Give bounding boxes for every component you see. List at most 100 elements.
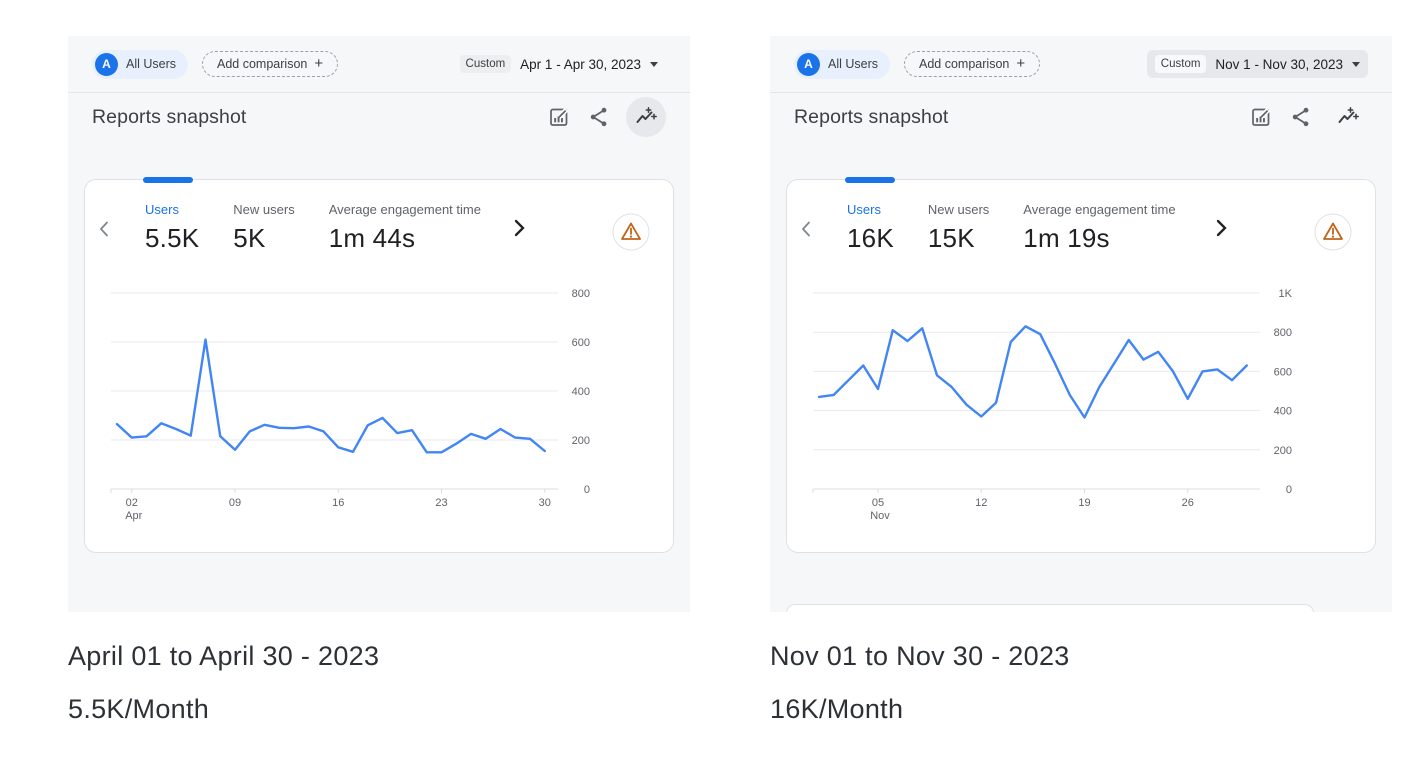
metric-value: 1m 44s — [328, 223, 416, 253]
svg-text:600: 600 — [572, 337, 590, 349]
add-comparison-label: Add comparison — [919, 57, 1010, 71]
date-mode-badge: Custom — [459, 55, 512, 73]
caption-monthly-total: 16K/Month — [770, 694, 904, 724]
chevron-right-icon — [514, 219, 525, 237]
svg-text:800: 800 — [1274, 327, 1292, 339]
data-quality-warning-badge[interactable] — [1314, 213, 1352, 256]
metrics-chart-card: Users 16K New users 15K Average engageme… — [786, 177, 1376, 553]
audience-label: All Users — [126, 57, 177, 71]
chevron-right-icon — [1216, 219, 1227, 237]
metrics-row: Users 5.5K New users 5K Average engageme… — [85, 180, 673, 254]
svg-text:600: 600 — [1274, 366, 1292, 378]
date-range-selector[interactable]: Custom Apr 1 - Apr 30, 2023 — [452, 50, 666, 78]
svg-text:23: 23 — [435, 497, 447, 509]
metric-tab-new-users[interactable]: New users 5K — [233, 202, 294, 254]
metrics-scroll-right-button[interactable] — [1214, 218, 1228, 243]
metric-value: 1m 19s — [1023, 223, 1110, 253]
svg-text:26: 26 — [1182, 497, 1194, 509]
metrics-row: Users 16K New users 15K Average engageme… — [787, 180, 1375, 254]
svg-text:400: 400 — [572, 386, 590, 398]
metric-tab-new-users[interactable]: New users 15K — [928, 202, 989, 254]
insights-icon — [636, 107, 657, 123]
metric-label: Users — [145, 202, 179, 217]
date-range-selector[interactable]: Custom Nov 1 - Nov 30, 2023 — [1146, 50, 1368, 78]
share-report-button[interactable] — [586, 104, 612, 130]
customize-report-button[interactable] — [1248, 104, 1274, 130]
date-range-text: Nov 1 - Nov 30, 2023 — [1215, 56, 1343, 72]
caret-down-icon — [650, 61, 658, 67]
active-tab-indicator — [845, 177, 895, 183]
metric-label: Average engagement time — [328, 202, 481, 217]
active-tab-indicator — [143, 177, 193, 183]
metric-value: 5.5K — [145, 223, 200, 253]
share-icon — [590, 107, 607, 127]
analytics-panel-april: A All Users Add comparison + Custom Apr … — [68, 36, 690, 612]
analytics-panel-november: A All Users Add comparison + Custom Nov … — [770, 36, 1392, 612]
all-users-chip[interactable]: A All Users — [92, 49, 189, 79]
svg-text:800: 800 — [572, 288, 590, 300]
metric-tab-users[interactable]: Users 5.5K — [145, 202, 199, 254]
svg-text:Nov: Nov — [870, 510, 890, 522]
warning-icon — [612, 213, 650, 251]
metric-value: 16K — [847, 223, 894, 253]
svg-text:1K: 1K — [1279, 288, 1293, 300]
svg-text:200: 200 — [1274, 445, 1292, 457]
caption-date-range: Nov 01 to Nov 30 - 2023 — [770, 641, 1070, 671]
svg-text:09: 09 — [229, 497, 241, 509]
customize-report-button[interactable] — [546, 104, 572, 130]
caption-date-range: April 01 to April 30 - 2023 — [68, 641, 380, 671]
metrics-scroll-left-button[interactable] — [800, 220, 812, 243]
svg-text:0: 0 — [1286, 484, 1292, 496]
insights-button[interactable] — [1328, 97, 1368, 137]
metrics-chart-card: Users 5.5K New users 5K Average engageme… — [84, 177, 674, 553]
svg-text:12: 12 — [975, 497, 987, 509]
svg-text:05: 05 — [872, 497, 884, 509]
customize-report-icon — [1252, 107, 1271, 126]
date-range-text: Apr 1 - Apr 30, 2023 — [520, 56, 641, 72]
caret-down-icon — [1352, 61, 1360, 67]
svg-text:16: 16 — [332, 497, 344, 509]
panel-header: A All Users Add comparison + Custom Nov … — [770, 36, 1392, 93]
customize-report-icon — [550, 107, 569, 126]
metrics-scroll-right-button[interactable] — [512, 218, 526, 243]
chevron-left-icon — [99, 221, 108, 237]
metric-tab-users[interactable]: Users 16K — [847, 202, 894, 254]
svg-text:200: 200 — [572, 435, 590, 447]
caption-november: Nov 01 to Nov 30 - 2023 16K/Month — [770, 641, 1390, 724]
next-card-top-edge — [786, 604, 1314, 612]
insights-icon — [1338, 107, 1359, 123]
panel-header: A All Users Add comparison + Custom Apr … — [68, 36, 690, 93]
add-comparison-button[interactable]: Add comparison + — [202, 51, 339, 77]
chevron-left-icon — [801, 221, 810, 237]
data-quality-warning-badge[interactable] — [612, 213, 650, 256]
add-comparison-button[interactable]: Add comparison + — [904, 51, 1041, 77]
caption-april: April 01 to April 30 - 2023 5.5K/Month — [68, 641, 688, 724]
metric-label: New users — [233, 202, 295, 217]
audience-label: All Users — [828, 57, 879, 71]
metric-value: 15K — [927, 223, 975, 253]
svg-text:Apr: Apr — [125, 510, 142, 522]
add-comparison-label: Add comparison — [217, 57, 308, 71]
avatar: A — [95, 52, 118, 76]
plus-icon: + — [314, 55, 324, 72]
title-row: Reports snapshot — [68, 93, 690, 141]
svg-text:02: 02 — [126, 497, 138, 509]
metric-value: 5K — [233, 223, 266, 253]
metric-label: New users — [927, 202, 990, 217]
page-title: Reports snapshot — [794, 105, 949, 128]
metric-tab-avg-engagement-time[interactable]: Average engagement time 1m 44s — [329, 202, 481, 254]
svg-text:19: 19 — [1078, 497, 1090, 509]
share-icon — [1292, 107, 1309, 127]
insights-button[interactable] — [626, 97, 666, 137]
caption-monthly-total: 5.5K/Month — [68, 694, 210, 724]
title-row: Reports snapshot — [770, 93, 1392, 141]
metrics-scroll-left-button[interactable] — [98, 220, 110, 243]
metric-label: Users — [847, 202, 881, 217]
avatar: A — [797, 52, 820, 76]
warning-icon — [1314, 213, 1352, 251]
metric-tab-avg-engagement-time[interactable]: Average engagement time 1m 19s — [1023, 202, 1175, 254]
plus-icon: + — [1016, 55, 1026, 72]
share-report-button[interactable] — [1288, 104, 1314, 130]
all-users-chip[interactable]: A All Users — [794, 49, 891, 79]
